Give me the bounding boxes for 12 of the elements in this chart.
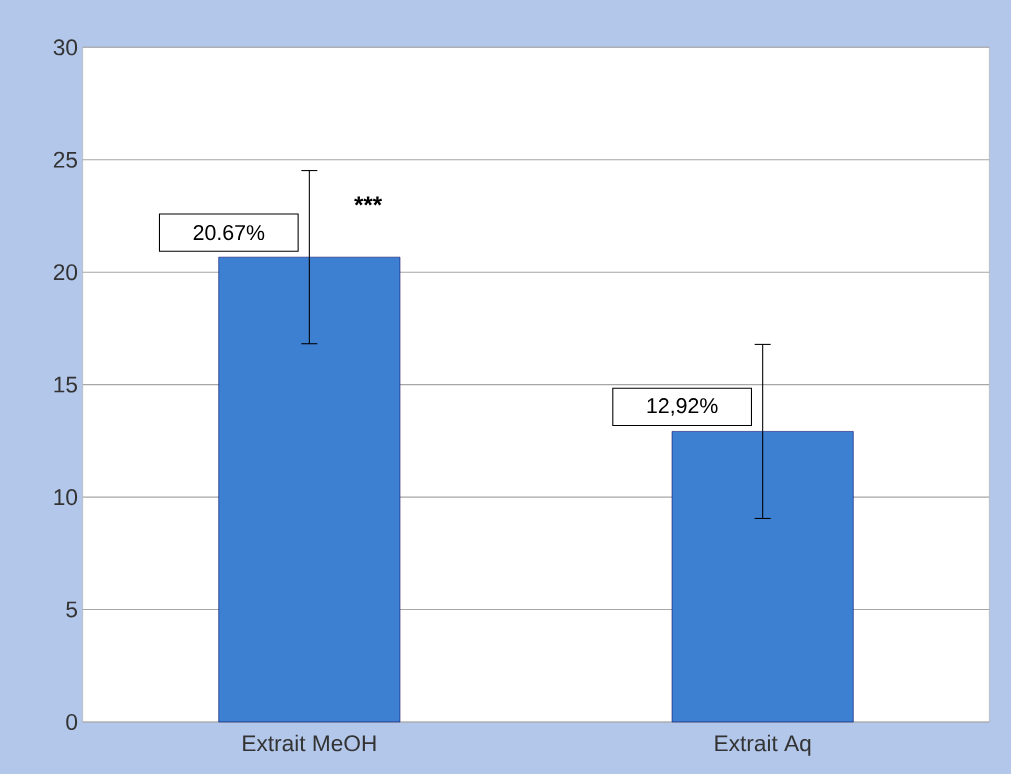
y-tick-label: 0 — [66, 713, 78, 731]
data-label: 12,92% — [647, 398, 718, 416]
data-label: 20.67% — [193, 225, 265, 241]
y-tick-label: 25 — [53, 151, 77, 168]
annotation: *** — [354, 196, 383, 206]
x-tick-label: Extrait Aq — [715, 734, 811, 756]
y-tick-label: 30 — [53, 39, 78, 56]
x-tick-label: Extrait MeOH — [243, 734, 376, 752]
y-tick-label: 20 — [53, 264, 78, 281]
y-tick-label: 15 — [54, 376, 77, 393]
y-tick-label: 10 — [54, 489, 78, 506]
y-tick-label: 5 — [66, 601, 77, 618]
